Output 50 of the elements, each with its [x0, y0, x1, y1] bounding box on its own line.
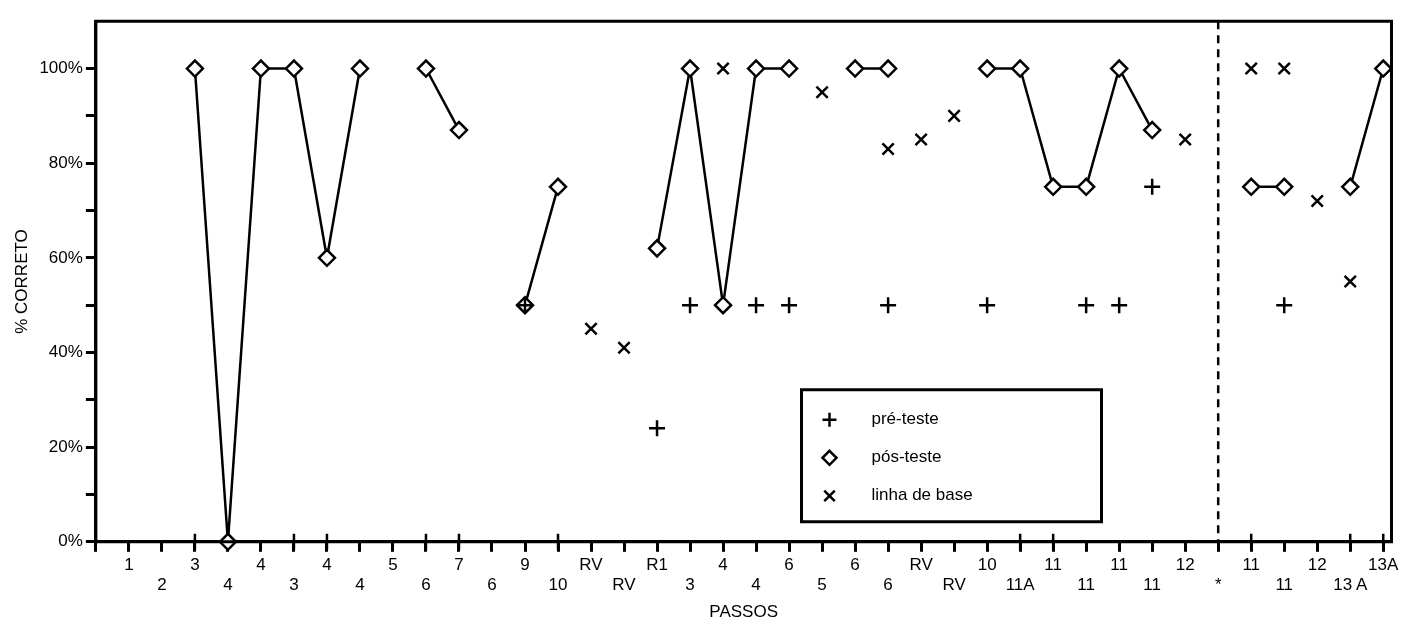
- x-tick-label: 4: [718, 554, 728, 574]
- x-tick-label: 6: [883, 575, 893, 595]
- x-tick-label: RV: [579, 554, 604, 574]
- x-tick-label: RV: [612, 575, 637, 595]
- legend-label: linha de base: [871, 485, 973, 505]
- x-tick-label: 11: [1242, 554, 1261, 574]
- x-tick-label: 11: [1143, 575, 1162, 595]
- y-tick-label: 100%: [39, 58, 83, 78]
- x-axis-title: PASSOS: [709, 602, 779, 622]
- x-tick-label: 6: [487, 575, 497, 595]
- x-tick-label: 12: [1175, 554, 1195, 574]
- x-tick-label: 11A: [1005, 575, 1036, 595]
- x-tick-label: 6: [784, 554, 794, 574]
- x-tick-label: 12: [1307, 554, 1327, 574]
- x-tick-label: RV: [942, 575, 967, 595]
- y-tick-label: 60%: [48, 247, 83, 267]
- x-tick-label: 4: [223, 575, 233, 595]
- x-tick-label: 4: [322, 554, 332, 574]
- x-tick-label: 3: [190, 554, 200, 574]
- x-tick-label: 5: [817, 575, 827, 595]
- x-tick-label: 13A: [1368, 554, 1400, 574]
- x-tick-label: 3: [289, 575, 299, 595]
- x-tick-label: 11: [1077, 575, 1095, 595]
- y-tick-label: 0%: [58, 531, 83, 551]
- x-tick-label: 11: [1044, 554, 1062, 574]
- x-tick-label: 3: [685, 575, 695, 595]
- x-tick-label: 6: [421, 575, 431, 595]
- y-axis-title: % CORRETO: [11, 229, 31, 334]
- x-tick-label: 11: [1275, 575, 1294, 595]
- legend-label: pré-teste: [871, 409, 939, 429]
- x-tick-label: 10: [548, 575, 568, 595]
- legend-label: pós-teste: [871, 447, 942, 467]
- x-tick-label: 11: [1110, 554, 1128, 574]
- x-tick-label: 7: [454, 554, 464, 574]
- x-tick-label: 5: [388, 554, 398, 574]
- x-tick-label: 6: [850, 554, 860, 574]
- x-tick-label: 10: [977, 554, 997, 574]
- x-tick-label: 4: [256, 554, 266, 574]
- x-tick-label: 9: [520, 554, 530, 574]
- x-tick-label: *: [1214, 575, 1222, 595]
- x-tick-label: 13 A: [1333, 575, 1368, 595]
- x-tick-label: RV: [909, 554, 934, 574]
- y-tick-label: 80%: [48, 152, 83, 172]
- x-tick-label: 4: [751, 575, 761, 595]
- x-tick-label: 4: [355, 575, 365, 595]
- x-tick-label: 2: [157, 575, 167, 595]
- y-tick-label: 40%: [48, 342, 83, 362]
- y-tick-label: 20%: [48, 436, 83, 456]
- x-tick-label: 1: [124, 554, 134, 574]
- x-tick-label: R1: [646, 554, 668, 574]
